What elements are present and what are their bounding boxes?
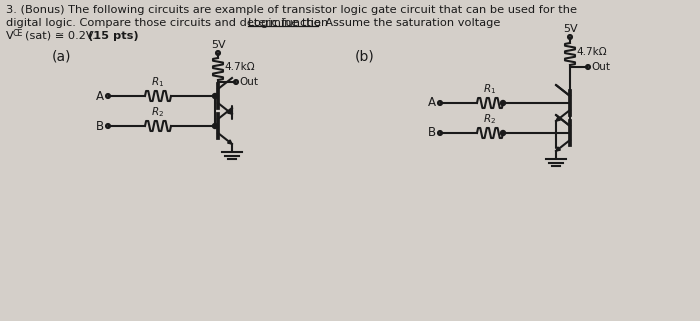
Circle shape [500, 100, 505, 106]
Text: $R_2$: $R_2$ [151, 105, 164, 119]
Text: (b): (b) [355, 49, 374, 63]
Text: $R_2$: $R_2$ [484, 112, 496, 126]
Text: 4.7kΩ: 4.7kΩ [224, 62, 255, 72]
Text: 5V: 5V [211, 40, 225, 50]
Circle shape [213, 93, 218, 99]
Text: 5V: 5V [563, 24, 578, 34]
Text: A: A [428, 97, 436, 109]
Text: B: B [428, 126, 436, 140]
Text: Out: Out [239, 77, 258, 87]
Text: $R_1$: $R_1$ [484, 82, 496, 96]
Text: Out: Out [591, 62, 610, 72]
Text: Logic function: Logic function [248, 18, 328, 28]
Text: . Assume the saturation voltage: . Assume the saturation voltage [318, 18, 500, 28]
Text: 4.7kΩ: 4.7kΩ [576, 47, 607, 57]
Text: (a): (a) [52, 49, 71, 63]
Polygon shape [556, 117, 561, 121]
Text: CE: CE [13, 30, 23, 39]
Text: B: B [96, 119, 104, 133]
Circle shape [213, 124, 218, 128]
Text: (sat) ≅ 0.2V.: (sat) ≅ 0.2V. [25, 31, 103, 41]
Text: digital logic. Compare those circuits and determine the: digital logic. Compare those circuits an… [6, 18, 324, 28]
Text: (15 pts): (15 pts) [88, 31, 139, 41]
Text: $R_1$: $R_1$ [151, 75, 164, 89]
Polygon shape [228, 110, 232, 114]
Polygon shape [228, 140, 232, 144]
Text: 3. (Bonus) The following circuits are example of transistor logic gate circuit t: 3. (Bonus) The following circuits are ex… [6, 5, 577, 15]
Circle shape [500, 131, 505, 135]
Text: V: V [6, 31, 14, 41]
Text: A: A [96, 90, 104, 102]
Polygon shape [556, 147, 561, 151]
